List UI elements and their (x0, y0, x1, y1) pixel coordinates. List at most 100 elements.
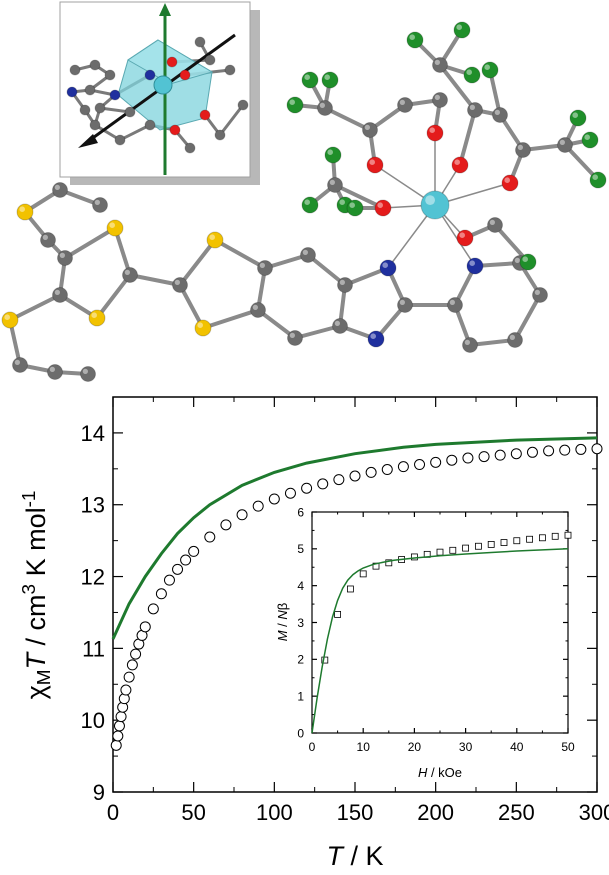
nitrogen-atom-icon (144, 69, 156, 81)
bond-line (513, 293, 542, 342)
fluorine-atom-icon (463, 66, 481, 84)
inset-data-point (551, 532, 559, 540)
bond-line (63, 226, 117, 260)
inset-x-tick-label: 20 (408, 740, 422, 754)
oxygen-atom-icon (456, 229, 474, 247)
main-data-point (526, 446, 538, 458)
carbon-atom-icon (80, 366, 96, 382)
main-data-point (462, 452, 474, 464)
carbon-atom-icon (69, 64, 81, 76)
main-data-point (123, 671, 135, 683)
nitrogen-atom-icon (466, 257, 484, 275)
inset-data-point (346, 585, 354, 593)
inset-data-point (334, 610, 342, 618)
main-x-tick-label: 250 (498, 800, 535, 825)
main-x-tick-label: 100 (256, 800, 293, 825)
inset-x-tick-label: 50 (561, 740, 575, 754)
main-data-point (510, 448, 522, 460)
inset-x-tick-label: 0 (309, 740, 316, 754)
main-data-point (112, 730, 124, 742)
carbon-atom-icon (397, 297, 413, 313)
inset-data-point (449, 546, 457, 554)
nitrogen-atom-icon (66, 86, 78, 98)
inset-data-point (526, 535, 533, 543)
metal-atom-icon (153, 75, 173, 95)
oxygen-atom-icon (426, 124, 444, 142)
main-y-tick-label: 10 (81, 708, 105, 733)
main-data-point (397, 461, 409, 473)
molecule-structure-icon (1, 21, 607, 382)
main-data-point (110, 739, 122, 751)
bond-line (563, 143, 600, 182)
fluorine-atom-icon (581, 131, 599, 149)
main-data-point (115, 711, 127, 723)
main-data-point (333, 474, 345, 486)
carbon-atom-icon (79, 104, 91, 116)
carbon-atom-icon (104, 69, 116, 81)
main-y-tick-label: 9 (93, 780, 105, 805)
main-fit-line (111, 436, 598, 640)
main-data-point (120, 684, 132, 696)
fluorine-atom-icon (324, 146, 342, 164)
main-data-point (559, 444, 571, 456)
carbon-atom-icon (144, 119, 156, 131)
inset-y-tick-label: 1 (297, 689, 304, 703)
carbon-atom-icon (47, 364, 63, 380)
inset-y-tick-label: 3 (297, 616, 304, 630)
carbon-atom-icon (94, 102, 106, 114)
oxygen-atom-icon (169, 124, 181, 136)
carbon-atom-icon (40, 232, 56, 248)
carbon-atom-icon (397, 97, 413, 113)
fluorine-atom-icon (569, 109, 587, 127)
fluorine-atom-icon (301, 196, 319, 214)
main-data-point (301, 482, 313, 494)
carbon-atom-icon (184, 142, 196, 154)
bond-line (178, 283, 205, 330)
carbon-atom-icon (224, 64, 236, 76)
sulfur-atom-icon (194, 319, 212, 337)
oxygen-atom-icon (166, 56, 178, 68)
bond-line (458, 108, 477, 167)
carbon-atom-icon (12, 357, 28, 373)
main-x-tick-label: 50 (181, 800, 205, 825)
carbon-atom-icon (362, 122, 378, 138)
fluorine-atom-icon (453, 21, 471, 39)
inset-y-axis-label: M / Nβ (275, 603, 290, 642)
inset-y-tick-label: 2 (297, 653, 304, 667)
carbon-atom-icon (124, 106, 136, 118)
carbon-atom-icon (515, 142, 531, 158)
inset-x-axis-label: H / kOe (418, 765, 462, 780)
bond-line (333, 183, 385, 210)
bond-line (493, 223, 530, 264)
main-data-point (180, 554, 192, 566)
main-data-point (575, 443, 587, 455)
main-y-axis-label: χMT / cm3 K mol-1 (19, 491, 55, 700)
fluorine-atom-icon (346, 199, 364, 217)
carbon-atom-icon (92, 197, 108, 213)
carbon-atom-icon (467, 102, 483, 118)
carbon-atom-icon (172, 277, 188, 293)
carbon-atom-icon (532, 287, 548, 303)
main-y-tick-label: 12 (81, 564, 105, 589)
bond-line (178, 238, 217, 287)
sulfur-atom-icon (16, 203, 34, 221)
main-data-point (317, 478, 329, 490)
main-data-point (591, 443, 603, 455)
carbon-atom-icon (194, 36, 206, 48)
main-data-point (236, 509, 248, 521)
chi-t-chart: 05010015020025030091011121314 T / K χMT … (19, 396, 609, 871)
bond-line (8, 293, 62, 322)
bond-line (128, 273, 182, 287)
coordination-polyhedron-inset-icon (59, 1, 260, 185)
carbon-atom-icon (432, 92, 448, 108)
carbon-atom-icon (557, 137, 573, 153)
bond-line (256, 308, 297, 340)
inset-y-tick-label: 4 (297, 579, 304, 593)
fluorine-atom-icon (321, 71, 339, 89)
inset-y-tick-label: 0 (297, 726, 304, 740)
carbon-atom-icon (122, 267, 138, 283)
oxygen-atom-icon (501, 174, 519, 192)
main-data-point (478, 451, 490, 463)
main-data-point (220, 519, 232, 531)
